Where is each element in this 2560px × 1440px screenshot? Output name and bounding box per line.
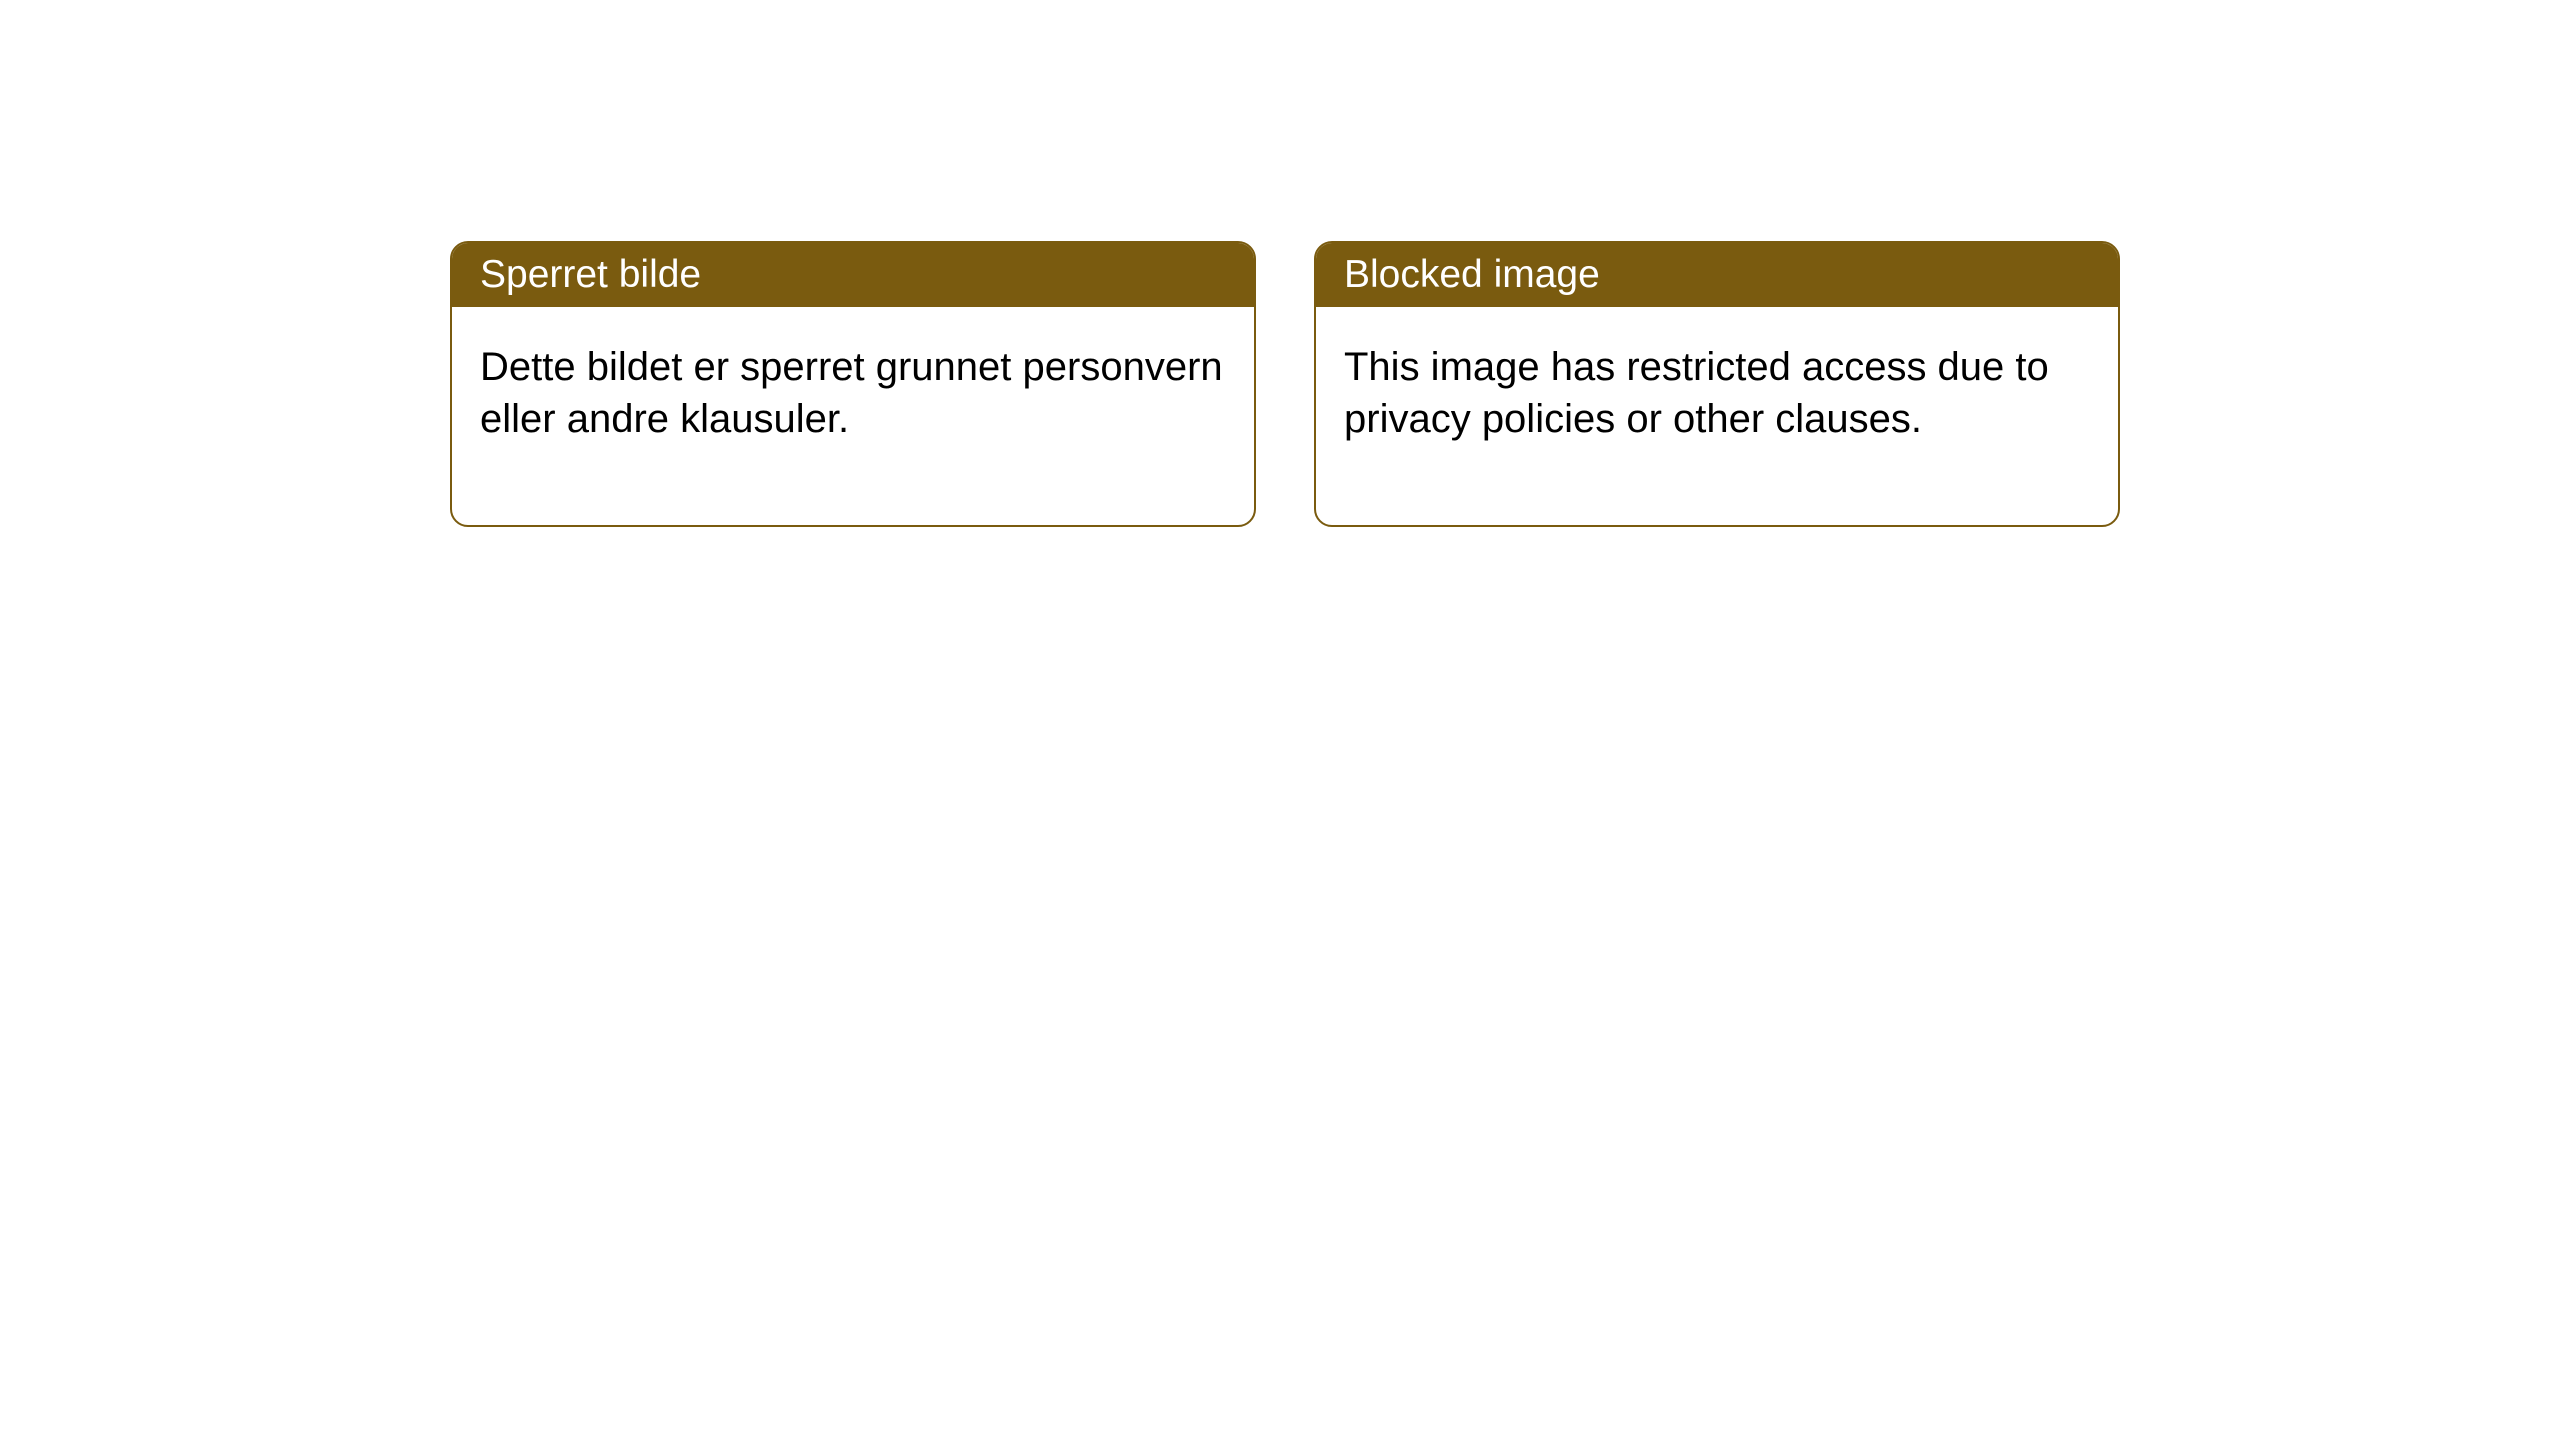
card-body: This image has restricted access due to … — [1316, 307, 2118, 525]
card-title: Sperret bilde — [480, 253, 701, 296]
card-title: Blocked image — [1344, 253, 1600, 296]
card-body: Dette bildet er sperret grunnet personve… — [452, 307, 1254, 525]
card-header: Blocked image — [1316, 243, 2118, 307]
notice-card-norwegian: Sperret bilde Dette bildet er sperret gr… — [450, 241, 1256, 527]
notice-cards-container: Sperret bilde Dette bildet er sperret gr… — [0, 0, 2560, 527]
card-body-text: This image has restricted access due to … — [1344, 345, 2049, 441]
card-body-text: Dette bildet er sperret grunnet personve… — [480, 345, 1223, 441]
notice-card-english: Blocked image This image has restricted … — [1314, 241, 2120, 527]
card-header: Sperret bilde — [452, 243, 1254, 307]
